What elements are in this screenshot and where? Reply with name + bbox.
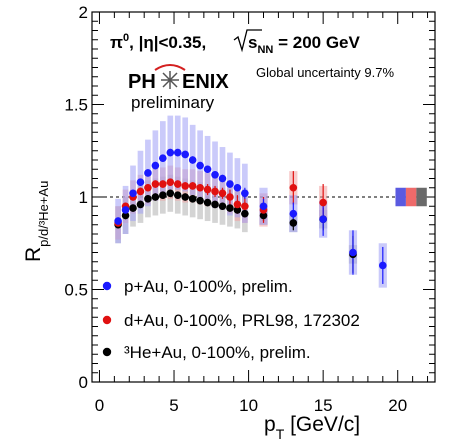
global-uncertainty-boxes	[395, 187, 427, 207]
marker-dau	[196, 183, 204, 192]
marker-heau	[289, 219, 298, 227]
marker-dau	[144, 183, 152, 192]
marker-heau	[129, 204, 137, 212]
marker-dau	[173, 180, 182, 188]
y-tick-label: 1	[79, 188, 88, 207]
y-tick-label: 0	[79, 373, 88, 392]
marker-pau	[241, 189, 249, 198]
marker-heau	[181, 193, 190, 201]
legend: p+Au, 0-100%, prelim. d+Au, 0-100%, PRL98…	[102, 277, 360, 362]
legend-marker	[102, 347, 112, 357]
x-axis-title: pT [GeV/c]	[264, 413, 360, 442]
marker-heau	[144, 195, 152, 203]
marker-heau	[218, 202, 227, 211]
marker-heau	[226, 204, 234, 212]
marker-pau	[319, 215, 327, 223]
marker-pau	[233, 183, 242, 192]
y-tick-label: 0.5	[64, 281, 88, 300]
legend-label: ³He+Au, 0-100%, prelim.	[124, 343, 311, 362]
axis-tick-labels: 0 5 10 15 20 0 0.5 1 1.5 2	[64, 3, 407, 415]
data-markers	[114, 148, 387, 270]
marker-dau	[159, 180, 167, 188]
marker-dau	[218, 189, 227, 198]
marker-pau	[121, 206, 130, 214]
marker-heau	[151, 193, 160, 201]
x-tick-label: 15	[314, 396, 333, 415]
y-axis-title: Rp/d/³He+Au	[22, 181, 51, 262]
marker-dau	[211, 187, 219, 196]
marker-dau	[241, 202, 249, 211]
marker-pau	[203, 165, 212, 174]
marker-pau	[136, 178, 145, 186]
marker-pau	[211, 171, 219, 179]
marker-pau	[166, 148, 175, 157]
marker-pau	[151, 161, 160, 170]
phoenix-star-icon	[154, 64, 186, 89]
marker-pau	[181, 150, 190, 159]
marker-pau	[129, 189, 137, 198]
marker-heau	[241, 209, 249, 218]
y-tick-label: 1.5	[64, 96, 88, 115]
sqrt-sign	[233, 29, 262, 53]
marker-pau	[114, 217, 122, 225]
x-tick-label: 20	[388, 396, 407, 415]
marker-pau	[349, 248, 357, 257]
global-uncertainty-box	[395, 187, 406, 207]
marker-heau	[173, 191, 182, 199]
marker-dau	[151, 180, 160, 188]
x-tick-label: 10	[239, 396, 258, 415]
marker-dau	[226, 193, 234, 201]
global-uncertainty-label: Global uncertainty 9.7%	[256, 65, 394, 80]
logo-text-left: PH	[128, 71, 156, 93]
marker-pau	[226, 180, 234, 188]
marker-heau	[203, 198, 212, 207]
systematic-boxes	[115, 115, 387, 288]
marker-dau	[181, 182, 190, 190]
legend-marker	[102, 315, 112, 325]
marker-pau	[289, 209, 298, 218]
marker-heau	[136, 200, 145, 209]
marker-pau	[173, 148, 182, 157]
marker-heau	[233, 206, 242, 214]
global-uncertainty-box	[416, 187, 427, 207]
marker-heau	[259, 211, 268, 220]
marker-dau	[233, 200, 242, 209]
marker-dau	[166, 178, 175, 186]
marker-dau	[203, 185, 212, 194]
marker-pau	[144, 169, 152, 177]
x-tick-label: 0	[95, 396, 104, 415]
marker-pau	[159, 154, 167, 162]
logo-text-right: ENIX	[182, 71, 229, 93]
global-uncertainty-box	[405, 187, 417, 207]
marker-dau	[289, 183, 298, 192]
legend-label: p+Au, 0-100%, prelim.	[124, 277, 293, 296]
chart-title: π0, |η|<0.35,	[110, 32, 206, 52]
axis-ticks	[92, 11, 435, 383]
legend-marker	[102, 281, 112, 291]
marker-pau	[188, 156, 197, 164]
marker-pau	[196, 161, 204, 170]
legend-label: d+Au, 0-100%, PRL98, 172302	[124, 311, 360, 330]
marker-pau	[379, 261, 387, 270]
marker-dau	[319, 198, 327, 207]
marker-pau	[259, 202, 268, 211]
chart-title-energy: sNN = 200 GeV	[248, 33, 360, 56]
marker-heau	[196, 196, 204, 205]
marker-dau	[188, 182, 197, 190]
marker-heau	[121, 211, 130, 220]
phenix-logo: PH ENIX preliminary	[128, 64, 229, 112]
marker-dau	[136, 187, 145, 196]
x-tick-label: 5	[169, 396, 178, 415]
y-tick-label: 2	[79, 3, 88, 22]
marker-heau	[188, 195, 197, 203]
marker-heau	[159, 191, 167, 199]
marker-heau	[166, 189, 175, 198]
marker-heau	[211, 200, 219, 209]
marker-pau	[218, 174, 227, 183]
logo-subtitle: preliminary	[131, 93, 215, 112]
